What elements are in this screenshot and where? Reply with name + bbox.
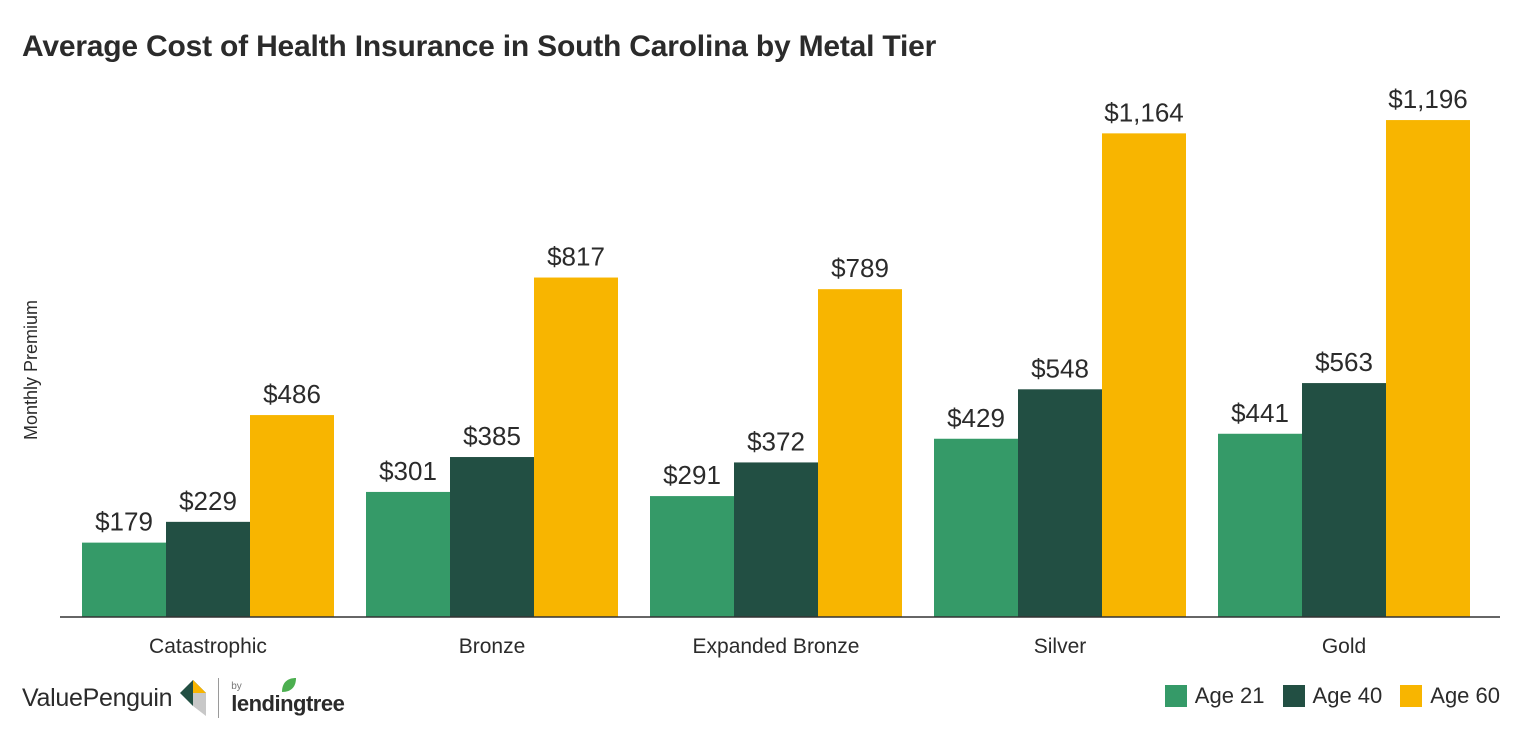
bar-value-label: $385	[463, 421, 521, 451]
x-tick-label: Silver	[1034, 635, 1087, 658]
x-tick-label: Catastrophic	[149, 635, 267, 658]
legend-item-age-40: Age 40	[1282, 683, 1383, 709]
x-tick-label: Bronze	[459, 635, 526, 658]
legend-swatch	[1164, 685, 1187, 707]
lendingtree-wordmark: lendingtree	[231, 690, 345, 716]
bar-bronze-age-21	[366, 491, 450, 617]
bar-silver-age-21	[934, 438, 1018, 617]
legend-swatch	[1400, 685, 1423, 707]
bar-catastrophic-age-40	[166, 521, 250, 617]
lendingtree-leaf-icon	[282, 678, 297, 692]
legend-item-age-60: Age 60	[1400, 683, 1500, 709]
bar-value-label: $229	[179, 486, 237, 516]
bar-value-label: $1,164	[1104, 97, 1184, 127]
legend-label: Age 60	[1430, 683, 1500, 708]
bars-group	[82, 120, 1470, 617]
legend-swatch	[1282, 685, 1305, 707]
bar-value-label: $301	[379, 456, 437, 486]
x-tick-label: Expanded Bronze	[693, 635, 860, 658]
bar-expanded-bronze-age-40	[734, 462, 818, 617]
y-axis-title: Monthly Premium	[21, 300, 41, 440]
legend-label: Age 21	[1194, 683, 1265, 708]
bar-value-label: $563	[1315, 347, 1373, 377]
bar-gold-age-21	[1218, 433, 1302, 617]
bar-value-label: $486	[263, 379, 321, 409]
chart-title: Average Cost of Health Insurance in Sout…	[22, 30, 937, 63]
bar-value-label: $291	[663, 460, 721, 490]
bar-expanded-bronze-age-60	[818, 289, 902, 617]
bar-value-label: $1,196	[1388, 84, 1468, 114]
value-labels-group: $179 $229 $486 $301 $385 $817 $291 $372 $789 $429…	[95, 84, 1468, 537]
valuepenguin-logo-icon	[180, 680, 207, 716]
bar-silver-age-40	[1018, 389, 1102, 617]
brand-divider	[218, 678, 220, 718]
x-tick-label: Gold	[1322, 635, 1366, 658]
brand-by-text: by	[231, 680, 242, 692]
bar-value-label: $441	[1231, 398, 1289, 428]
bar-expanded-bronze-age-21	[650, 496, 734, 617]
x-tick-labels-group: Catastrophic Bronze Expanded Bronze Silver G…	[149, 635, 1366, 658]
bar-value-label: $548	[1031, 353, 1089, 383]
legend-label: Age 40	[1312, 683, 1383, 708]
brand-logo: ValuePenguin by lendingtree	[22, 676, 345, 720]
bar-value-label: $817	[547, 242, 605, 272]
legend-item-age-21: Age 21	[1164, 683, 1265, 709]
valuepenguin-wordmark: ValuePenguin	[22, 683, 173, 712]
bar-gold-age-40	[1302, 383, 1386, 617]
legend: Age 21 Age 40 Age 60	[1164, 683, 1500, 709]
bar-value-label: $429	[947, 403, 1005, 433]
bar-bronze-age-60	[534, 277, 618, 617]
bar-silver-age-60	[1102, 133, 1186, 617]
bar-catastrophic-age-60	[250, 415, 334, 617]
bar-value-label: $372	[747, 426, 805, 456]
bar-gold-age-60	[1386, 120, 1470, 617]
bar-bronze-age-40	[450, 457, 534, 617]
bar-value-label: $789	[831, 253, 889, 283]
bar-catastrophic-age-21	[82, 542, 166, 617]
bar-value-label: $179	[95, 507, 153, 537]
